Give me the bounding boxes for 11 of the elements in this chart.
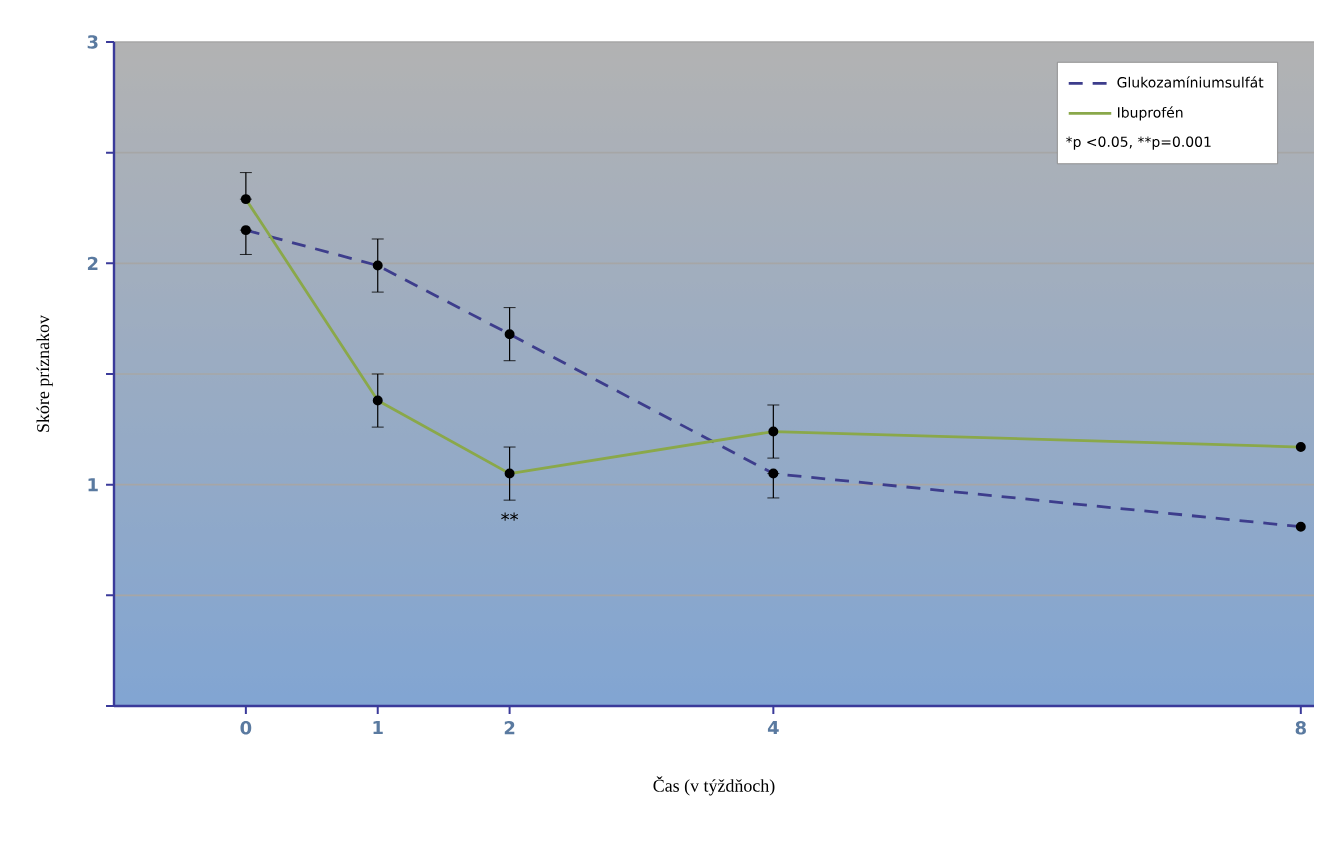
x-tick-label: 4 xyxy=(767,721,779,735)
y-tick-label: 1 xyxy=(88,478,98,492)
x-tick-label: 0 xyxy=(240,721,252,735)
y-tick-label: 2 xyxy=(87,256,98,270)
x-tick-label: 8 xyxy=(1295,721,1306,735)
y-tick-label: 3 xyxy=(87,35,98,49)
x-tick-label: 1 xyxy=(373,721,383,735)
x-axis-title: Čas (v týždňoch) xyxy=(653,776,775,796)
y-axis-title: Skóre príznakov xyxy=(36,314,53,432)
annotation: ** xyxy=(501,512,519,521)
x-tick-label: 2 xyxy=(504,721,515,735)
